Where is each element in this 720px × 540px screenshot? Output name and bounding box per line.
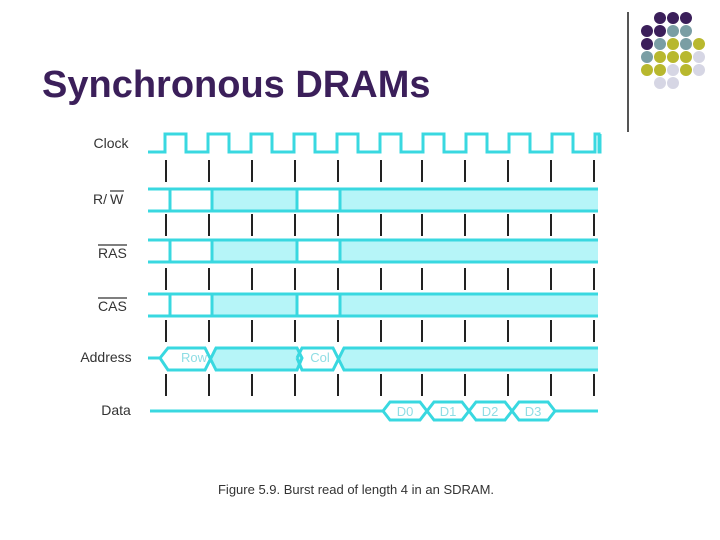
data-waveform: D0 D1 D2 D3 xyxy=(150,400,598,422)
rw-label: R/ W xyxy=(93,190,124,207)
decorative-dot xyxy=(641,51,653,63)
decorative-dot xyxy=(654,51,666,63)
data-burst-outline-bottom xyxy=(381,408,557,422)
address-label: Address xyxy=(80,349,131,365)
ras-high-fill xyxy=(212,240,297,262)
decorative-dot xyxy=(693,64,705,76)
clock-label: Clock xyxy=(93,135,129,151)
divider-line xyxy=(627,12,629,132)
decorative-dot xyxy=(654,77,666,89)
ras-label-text: RAS xyxy=(98,245,127,261)
figure-caption: Figure 5.9. Burst read of length 4 in an… xyxy=(218,482,494,497)
cas-label: CAS xyxy=(98,297,127,314)
address-idle-fill xyxy=(339,348,598,370)
decorative-dot xyxy=(693,38,705,50)
decorative-dot xyxy=(680,51,692,63)
rw-high-fill xyxy=(340,189,598,211)
rw-label-prefix: R/ xyxy=(93,191,107,207)
clock-waveform xyxy=(148,132,602,154)
clock-tick-marks xyxy=(165,160,595,396)
data-label: Data xyxy=(101,402,131,418)
rw-line-b xyxy=(148,187,598,213)
decorative-dot xyxy=(654,25,666,37)
decorative-dot xyxy=(641,38,653,50)
cas-high-fill xyxy=(340,294,598,316)
decorative-dot xyxy=(667,25,679,37)
decorative-dot xyxy=(654,12,666,24)
cas-line-b xyxy=(148,292,598,318)
decorative-dot xyxy=(667,64,679,76)
address-idle-fill xyxy=(211,348,302,370)
rw-waveform xyxy=(148,187,598,213)
address-waveform: Row Col xyxy=(148,346,598,372)
decorative-dot xyxy=(693,51,705,63)
address-col-outline xyxy=(295,346,598,372)
decorative-dot xyxy=(654,64,666,76)
rw-high-fill xyxy=(212,189,297,211)
data-value-d3: D3 xyxy=(525,404,542,419)
decorative-dot xyxy=(654,38,666,50)
decorative-dot xyxy=(680,12,692,24)
decorative-dot xyxy=(667,12,679,24)
decorative-dot xyxy=(641,25,653,37)
data-value-d2: D2 xyxy=(482,404,499,419)
cas-high-fill xyxy=(212,294,297,316)
decorative-dot xyxy=(680,38,692,50)
decorative-dot xyxy=(680,64,692,76)
data-burst-outline-top xyxy=(381,400,598,414)
data-value-d0: D0 xyxy=(397,404,414,419)
rw-label-bar-text: W xyxy=(110,191,124,207)
address-row-value: Row xyxy=(181,350,208,365)
ras-label: RAS xyxy=(98,244,127,261)
decorative-dot xyxy=(667,38,679,50)
data-value-d1: D1 xyxy=(440,404,457,419)
ras-high-fill xyxy=(340,240,598,262)
ras-line-b xyxy=(148,238,598,264)
address-col-value: Col xyxy=(310,350,330,365)
address-col-outline xyxy=(295,346,598,372)
decorative-dot xyxy=(667,51,679,63)
cas-waveform xyxy=(148,292,598,318)
decorative-dot xyxy=(667,77,679,89)
slide-title: Synchronous DRAMs xyxy=(42,64,431,106)
decorative-dot xyxy=(641,64,653,76)
cas-label-text: CAS xyxy=(98,298,127,314)
ras-waveform xyxy=(148,238,598,264)
decorative-dot xyxy=(680,25,692,37)
